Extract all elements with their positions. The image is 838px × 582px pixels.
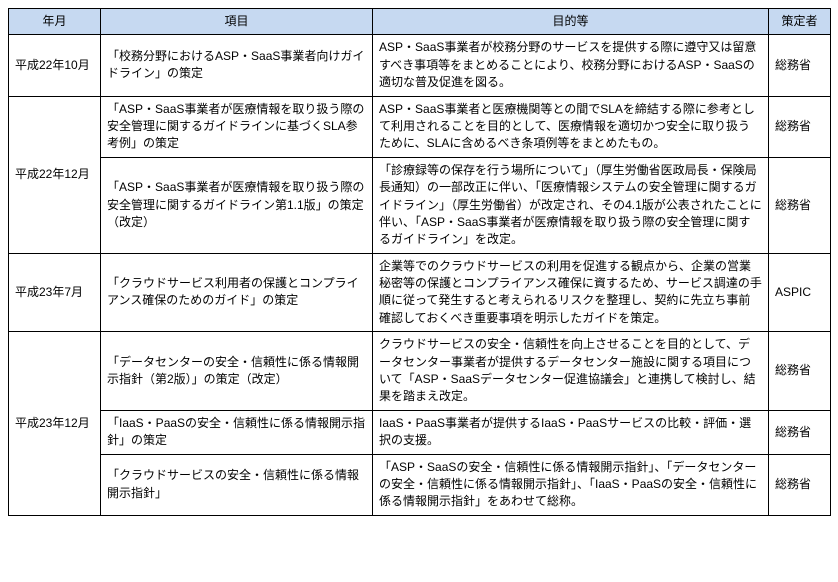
cell-purpose: ASP・SaaS事業者が校務分野のサービスを提供する際に遵守又は留意すべき事項等… — [373, 35, 769, 96]
cell-purpose: クラウドサービスの安全・信頼性を向上させることを目的として、データセンター事業者… — [373, 332, 769, 411]
table-row: 「クラウドサービスの安全・信頼性に係る情報開示指針」「ASP・SaaSの安全・信… — [9, 454, 831, 515]
header-item: 項目 — [101, 9, 373, 35]
table-row: 平成22年12月「ASP・SaaS事業者が医療情報を取り扱う際の安全管理に関する… — [9, 96, 831, 157]
cell-item: 「クラウドサービスの安全・信頼性に係る情報開示指針」 — [101, 454, 373, 515]
cell-maker: 総務省 — [769, 96, 831, 157]
header-purpose: 目的等 — [373, 9, 769, 35]
cell-item: 「ASP・SaaS事業者が医療情報を取り扱う際の安全管理に関するガイドラインに基… — [101, 96, 373, 157]
cell-maker: 総務省 — [769, 157, 831, 253]
cell-maker: ASPIC — [769, 253, 831, 332]
header-maker: 策定者 — [769, 9, 831, 35]
table-row: 「ASP・SaaS事業者が医療情報を取り扱う際の安全管理に関するガイドライン第1… — [9, 157, 831, 253]
guideline-table: 年月 項目 目的等 策定者 平成22年10月「校務分野におけるASP・SaaS事… — [8, 8, 831, 516]
table-header-row: 年月 項目 目的等 策定者 — [9, 9, 831, 35]
cell-maker: 総務省 — [769, 35, 831, 96]
cell-item: 「IaaS・PaaSの安全・信頼性に係る情報開示指針」の策定 — [101, 410, 373, 454]
table-row: 「IaaS・PaaSの安全・信頼性に係る情報開示指針」の策定IaaS・PaaS事… — [9, 410, 831, 454]
cell-item: 「データセンターの安全・信頼性に係る情報開示指針（第2版）」の策定（改定） — [101, 332, 373, 411]
cell-item: 「クラウドサービス利用者の保護とコンプライアンス確保のためのガイド」の策定 — [101, 253, 373, 332]
header-date: 年月 — [9, 9, 101, 35]
cell-maker: 総務省 — [769, 332, 831, 411]
cell-date: 平成23年12月 — [9, 332, 101, 516]
cell-purpose: 「診療録等の保存を行う場所について」（厚生労働省医政局長・保険局長通知）の一部改… — [373, 157, 769, 253]
cell-maker: 総務省 — [769, 410, 831, 454]
cell-item: 「校務分野におけるASP・SaaS事業者向けガイドライン」の策定 — [101, 35, 373, 96]
cell-item: 「ASP・SaaS事業者が医療情報を取り扱う際の安全管理に関するガイドライン第1… — [101, 157, 373, 253]
cell-purpose: IaaS・PaaS事業者が提供するIaaS・PaaSサービスの比較・評価・選択の… — [373, 410, 769, 454]
table-row: 平成23年12月「データセンターの安全・信頼性に係る情報開示指針（第2版）」の策… — [9, 332, 831, 411]
cell-date: 平成22年10月 — [9, 35, 101, 96]
cell-date: 平成22年12月 — [9, 96, 101, 253]
cell-purpose: 企業等でのクラウドサービスの利用を促進する観点から、企業の営業秘密等の保護とコン… — [373, 253, 769, 332]
cell-purpose: 「ASP・SaaSの安全・信頼性に係る情報開示指針」、「データセンターの安全・信… — [373, 454, 769, 515]
table-row: 平成22年10月「校務分野におけるASP・SaaS事業者向けガイドライン」の策定… — [9, 35, 831, 96]
table-row: 平成23年7月「クラウドサービス利用者の保護とコンプライアンス確保のためのガイド… — [9, 253, 831, 332]
cell-date: 平成23年7月 — [9, 253, 101, 332]
table-body: 平成22年10月「校務分野におけるASP・SaaS事業者向けガイドライン」の策定… — [9, 35, 831, 515]
cell-maker: 総務省 — [769, 454, 831, 515]
cell-purpose: ASP・SaaS事業者と医療機関等との間でSLAを締結する際に参考として利用され… — [373, 96, 769, 157]
